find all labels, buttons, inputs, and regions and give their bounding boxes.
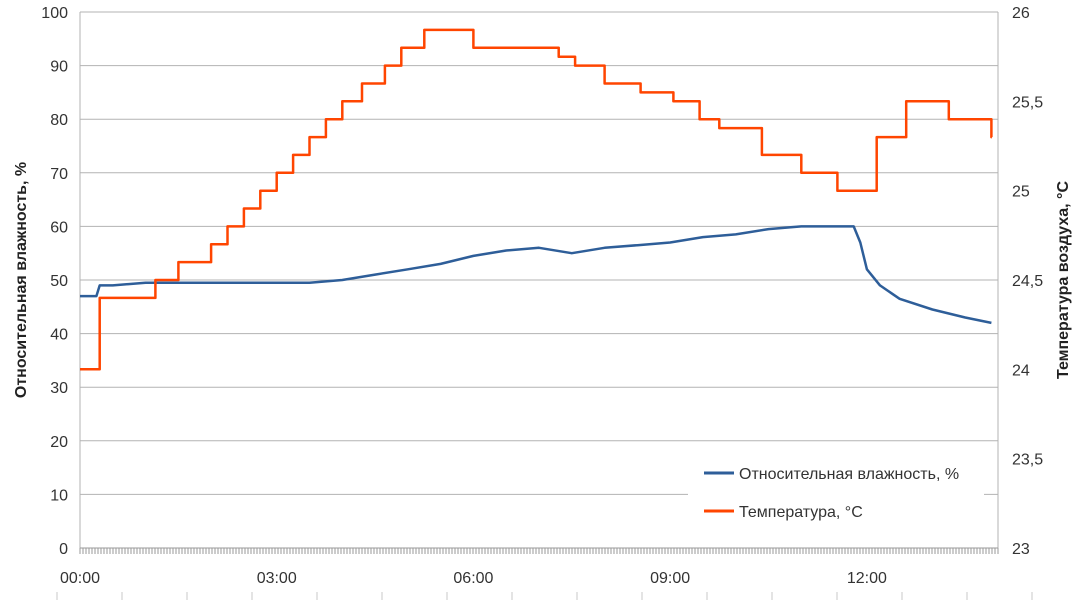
y-left-tick-label: 10	[50, 487, 68, 504]
y-left-axis-title: Относительная влажность, %	[13, 162, 30, 398]
y-right-tick-label: 24,5	[1012, 273, 1043, 290]
y-left-tick-label: 80	[50, 112, 68, 129]
y-left-tick-label: 50	[50, 273, 68, 290]
legend: Относительная влажность, % Температура, …	[688, 455, 984, 535]
y-left-tick-label: 60	[50, 219, 68, 236]
legend-background	[688, 455, 984, 535]
x-tick-label: 03:00	[257, 570, 297, 587]
y-right-tick-label: 24	[1012, 362, 1030, 379]
y-left-tick-label: 70	[50, 166, 68, 183]
x-tick-label: 06:00	[453, 570, 493, 587]
y-left-tick-labels: 0 10 20 30 40 50 60 70 80 90 100	[41, 5, 68, 558]
y-left-tick-label: 20	[50, 434, 68, 451]
legend-label-temperature: Температура, °C	[739, 504, 863, 521]
y-right-tick-label: 26	[1012, 5, 1030, 22]
y-right-tick-label: 25	[1012, 184, 1030, 201]
series-layer	[80, 28, 993, 371]
y-left-tick-label: 90	[50, 59, 68, 76]
series-line-humidity	[80, 225, 992, 325]
y-left-tick-label: 30	[50, 380, 68, 397]
x-minor-ticks	[56, 548, 1033, 600]
x-tick-label: 12:00	[847, 570, 887, 587]
y-right-tick-label: 23	[1012, 541, 1030, 558]
y-left-tick-label: 0	[59, 541, 68, 558]
x-tick-labels: 00:00 03:00 06:00 09:00 12:00	[60, 570, 887, 587]
legend-label-humidity: Относительная влажность, %	[739, 466, 959, 483]
y-right-tick-label: 23,5	[1012, 452, 1043, 469]
y-right-axis-title: Температура воздуха, °C	[1055, 181, 1072, 379]
y-left-tick-label: 40	[50, 327, 68, 344]
x-tick-label: 00:00	[60, 570, 100, 587]
y-right-tick-label: 25,5	[1012, 94, 1043, 111]
x-tick-label: 09:00	[650, 570, 690, 587]
y-right-tick-labels: 23 23,5 24 24,5 25 25,5 26	[1012, 5, 1043, 558]
series-line-temperature	[80, 28, 993, 371]
y-left-tick-label: 100	[41, 5, 68, 22]
